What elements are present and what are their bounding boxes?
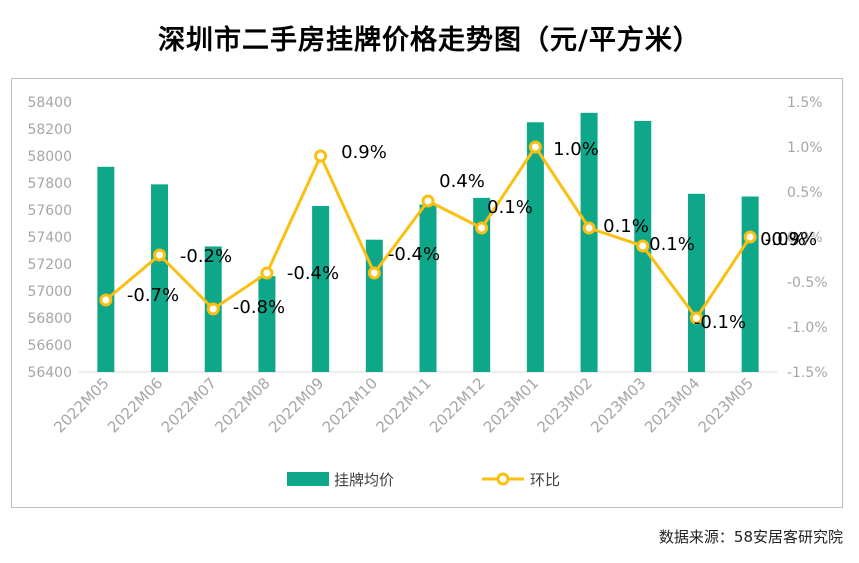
bar-2022M06 [151, 184, 169, 372]
mom-data-label: -0.4% [287, 263, 339, 284]
y-left-tick-label: 56400 [27, 365, 72, 381]
y-left-tick-label: 57400 [27, 230, 72, 246]
y-left-tick-label: 58000 [27, 149, 72, 165]
y-left-tick-label: 57200 [27, 257, 72, 273]
y-right-tick-label: 1.0% [787, 140, 823, 156]
mom-data-label: 0.0% [760, 229, 806, 250]
x-tick-label: 2023M05 [695, 374, 757, 436]
mom-point-2022M09 [314, 149, 328, 163]
x-tick-label: 2022M08 [211, 374, 273, 436]
x-tick-label: 2022M09 [265, 374, 327, 436]
mom-point-2023M01 [528, 140, 542, 154]
x-tick-label: 2022M11 [372, 374, 434, 436]
mom-data-label: 0.1% [649, 234, 695, 255]
mom-data-label: 0.4% [439, 171, 485, 192]
mom-data-label: 0.1% [487, 197, 533, 218]
x-tick-label: 2023M01 [480, 374, 542, 436]
bar-2023M04 [687, 193, 705, 372]
x-tick-label: 2022M07 [158, 374, 220, 436]
y-left-tick-label: 57000 [27, 284, 72, 300]
y-left-tick-label: 56800 [27, 311, 72, 327]
mom-data-label: 1.0% [553, 139, 599, 160]
legend-line-marker [496, 472, 510, 486]
mom-point-2023M04 [689, 311, 703, 325]
y-right-tick-label: -1.0% [787, 320, 828, 336]
mom-data-label: -0.1% [694, 312, 746, 333]
x-tick-label: 2022M10 [319, 374, 381, 436]
mom-point-2023M03 [636, 239, 650, 253]
y-left-tick-label: 57800 [27, 176, 72, 192]
chart-title: 深圳市二手房挂牌价格走势图（元/平方米） [158, 25, 701, 56]
bar-2022M12 [473, 197, 491, 372]
x-tick-label: 2022M06 [104, 374, 166, 436]
legend-bar-swatch [287, 472, 329, 486]
mom-point-2022M12 [475, 221, 489, 235]
y-left-tick-label: 58400 [27, 95, 72, 111]
mom-point-2022M08 [260, 266, 274, 280]
y-left-tick-label: 57600 [27, 203, 72, 219]
bar-2022M08 [258, 276, 276, 372]
mom-point-2023M02 [582, 221, 596, 235]
x-tick-label: 2023M04 [641, 374, 703, 436]
chart-frame [11, 78, 843, 508]
bar-2023M05 [741, 196, 759, 372]
mom-data-label: -0.8% [233, 297, 285, 318]
y-left-tick-label: 58200 [27, 122, 72, 138]
y-right-tick-label: -0.5% [787, 275, 828, 291]
mom-point-2022M06 [153, 248, 167, 262]
x-tick-label: 2023M03 [587, 374, 649, 436]
mom-data-label: -0.2% [180, 246, 232, 267]
mom-data-label: -0.4% [388, 244, 440, 265]
mom-point-2022M07 [206, 302, 220, 316]
legend-line-label: 环比 [530, 471, 560, 489]
bar-2023M02 [580, 112, 598, 373]
mom-data-label: -0.7% [127, 285, 179, 306]
bar-2022M11 [419, 204, 437, 372]
mom-point-2022M10 [367, 266, 381, 280]
bar-2022M05 [97, 166, 115, 372]
data-source-note: 数据来源：58安居客研究院 [658, 528, 843, 546]
mom-data-label: -0.9% [765, 229, 817, 250]
legend-bar-label: 挂牌均价 [334, 471, 394, 489]
y-left-tick-label: 56600 [27, 338, 72, 354]
mom-point-2022M05 [99, 293, 113, 307]
y-right-tick-label: 0.5% [787, 185, 823, 201]
bar-2022M09 [312, 205, 330, 372]
y-right-tick-label: 0.0% [787, 230, 823, 246]
mom-point-2022M11 [421, 194, 435, 208]
y-right-tick-label: 1.5% [787, 95, 823, 111]
bar-2023M01 [526, 122, 544, 372]
x-tick-label: 2022M05 [50, 374, 112, 436]
x-tick-label: 2023M02 [534, 374, 596, 436]
y-right-tick-label: -1.5% [787, 365, 828, 381]
x-tick-label: 2022M12 [426, 374, 488, 436]
mom-point-2023M05 [743, 230, 757, 244]
mom-data-label: 0.9% [341, 142, 387, 163]
mom-data-label: 0.1% [603, 216, 649, 237]
